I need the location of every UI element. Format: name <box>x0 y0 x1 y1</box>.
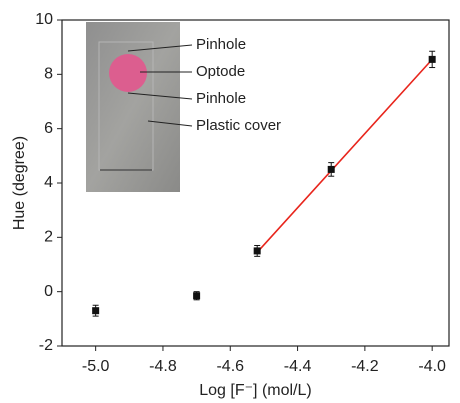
annotation: Plastic cover <box>196 117 281 134</box>
point <box>328 166 335 173</box>
annotation: Pinhole <box>196 36 246 53</box>
y-tick-label: 10 <box>35 11 53 28</box>
point <box>254 247 261 254</box>
y-tick-label: 4 <box>44 174 53 191</box>
x-axis-title: Log [F⁻] (mol/L) <box>199 382 311 399</box>
point <box>193 292 200 299</box>
y-axis-title: Hue (degree) <box>11 136 28 230</box>
y-tick-label: 6 <box>44 120 53 137</box>
x-tick-label: -4.6 <box>216 358 244 375</box>
annotation: Optode <box>196 63 245 80</box>
point <box>92 307 99 314</box>
x-tick-label: -4.2 <box>351 358 379 375</box>
x-tick-label: -4.8 <box>149 358 177 375</box>
x-tick-label: -4.4 <box>284 358 312 375</box>
fit-line <box>257 59 432 252</box>
x-tick-label: -4.0 <box>418 358 446 375</box>
x-tick-label: -5.0 <box>82 358 110 375</box>
y-tick-label: 2 <box>44 229 53 246</box>
chart: -2 0 2 4 6 8 10 -5.0 -4.8 -4.6 -4.4 -4.2 -4.0 Log [F⁻… <box>0 0 460 403</box>
y-tick-label: 0 <box>44 283 53 300</box>
y-tick-label: -2 <box>39 337 53 354</box>
annotation: Pinhole <box>196 90 246 107</box>
y-tick-label: 8 <box>44 66 53 83</box>
point <box>429 56 436 63</box>
